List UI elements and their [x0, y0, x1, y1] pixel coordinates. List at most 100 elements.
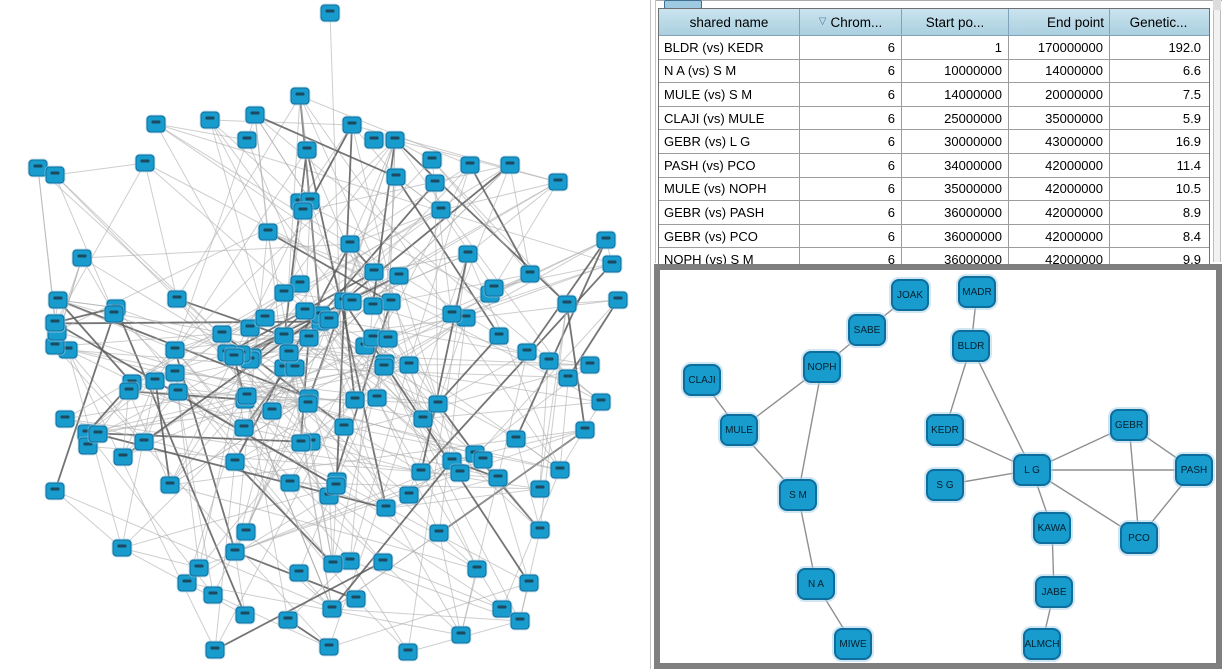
network-node[interactable] — [189, 559, 209, 577]
network-node[interactable] — [293, 202, 313, 220]
network-node[interactable] — [386, 168, 406, 186]
network-node[interactable] — [558, 369, 578, 387]
network-node[interactable] — [274, 284, 294, 302]
network-node-sabe[interactable]: SABE — [848, 314, 886, 346]
network-node[interactable] — [255, 309, 275, 327]
subnetwork-canvas[interactable]: JOAK MADR SABE BLDR NOPH CLAJI MULE KEDR GEBR L G… — [654, 264, 1222, 669]
network-node[interactable] — [237, 131, 257, 149]
network-node[interactable] — [429, 524, 449, 542]
network-node[interactable] — [119, 382, 139, 400]
network-node[interactable] — [340, 552, 360, 570]
network-node-kawa[interactable]: KAWA — [1033, 512, 1071, 544]
network-node[interactable] — [299, 329, 319, 346]
network-node[interactable] — [320, 4, 340, 22]
network-node[interactable] — [364, 131, 384, 149]
network-node[interactable] — [385, 131, 405, 149]
network-node[interactable] — [237, 387, 257, 405]
network-node[interactable] — [458, 245, 478, 263]
network-node[interactable] — [346, 590, 366, 608]
network-node[interactable] — [297, 141, 317, 159]
column-header-4[interactable]: Genetic... — [1109, 9, 1207, 35]
network-node[interactable] — [274, 327, 294, 345]
table-row[interactable]: N A (vs) S M 6 10000000 14000000 6.6 — [659, 58, 1209, 83]
network-node[interactable] — [399, 486, 418, 504]
network-node[interactable] — [530, 480, 550, 498]
column-header-3[interactable]: End point — [1008, 9, 1109, 35]
network-node[interactable] — [510, 612, 530, 630]
network-node[interactable] — [225, 453, 245, 471]
network-node-madr[interactable]: MADR — [958, 276, 996, 308]
network-node[interactable] — [422, 151, 442, 169]
table-row[interactable]: GEBR (vs) PCO 6 36000000 42000000 8.4 — [659, 223, 1209, 248]
network-node[interactable] — [450, 464, 470, 482]
table-row[interactable]: MULE (vs) NOPH 6 35000000 42000000 10.5 — [659, 176, 1209, 201]
network-node[interactable] — [520, 265, 540, 283]
network-node[interactable] — [134, 433, 154, 451]
column-header-0[interactable]: shared name — [659, 9, 799, 35]
network-node[interactable] — [373, 553, 393, 571]
network-node[interactable] — [55, 410, 75, 428]
table-row[interactable]: GEBR (vs) PASH 6 36000000 42000000 8.9 — [659, 200, 1209, 224]
network-node[interactable] — [45, 166, 65, 184]
network-node[interactable] — [378, 330, 398, 348]
network-node[interactable] — [104, 305, 124, 323]
network-node[interactable] — [399, 356, 419, 374]
network-node[interactable] — [431, 201, 451, 219]
network-node[interactable] — [550, 461, 570, 479]
network-node[interactable] — [342, 293, 362, 311]
network-node[interactable] — [145, 372, 165, 390]
network-node[interactable] — [165, 364, 185, 382]
network-node[interactable] — [492, 600, 512, 618]
network-node[interactable] — [389, 267, 409, 285]
network-node[interactable] — [48, 291, 68, 309]
network-node[interactable] — [323, 555, 343, 573]
network-node[interactable] — [451, 626, 471, 644]
network-node[interactable] — [500, 156, 520, 174]
network-node[interactable] — [428, 395, 448, 413]
network-node[interactable] — [342, 116, 362, 134]
network-node[interactable] — [363, 297, 383, 315]
network-node[interactable] — [262, 402, 282, 420]
network-node[interactable] — [135, 154, 155, 172]
network-node[interactable] — [596, 231, 616, 249]
table-row[interactable]: GEBR (vs) L G 6 30000000 43000000 16.9 — [659, 129, 1209, 153]
table-row[interactable]: MULE (vs) S M 6 14000000 20000000 7.5 — [659, 82, 1209, 106]
network-node-claji[interactable]: CLAJI — [683, 364, 721, 396]
network-node[interactable] — [258, 223, 278, 241]
network-node[interactable] — [591, 393, 611, 411]
network-node[interactable] — [234, 419, 254, 437]
network-node[interactable] — [113, 448, 133, 466]
network-node[interactable] — [165, 341, 185, 358]
network-node[interactable] — [319, 311, 339, 329]
overview-network-canvas[interactable] — [0, 0, 650, 669]
network-node[interactable] — [367, 389, 387, 407]
network-node-joak[interactable]: JOAK — [891, 279, 929, 311]
network-node[interactable] — [517, 343, 537, 361]
network-node-s-g[interactable]: S G — [926, 469, 964, 501]
network-node[interactable] — [319, 638, 339, 656]
network-node[interactable] — [364, 263, 384, 281]
network-node[interactable] — [334, 418, 354, 436]
network-node[interactable] — [548, 173, 568, 191]
network-node[interactable] — [298, 395, 318, 413]
network-node[interactable] — [519, 574, 539, 592]
network-node[interactable] — [45, 314, 65, 332]
network-node-miwe[interactable]: MIWE — [834, 628, 872, 660]
network-node[interactable] — [381, 293, 401, 311]
network-node[interactable] — [374, 358, 394, 376]
network-node[interactable] — [345, 391, 365, 409]
network-node[interactable] — [340, 235, 360, 253]
network-node[interactable] — [168, 383, 188, 401]
network-node-pco[interactable]: PCO — [1120, 522, 1158, 554]
network-node[interactable] — [235, 606, 255, 624]
network-node[interactable] — [289, 564, 309, 582]
network-node-s-m[interactable]: S M — [779, 479, 817, 511]
network-node[interactable] — [278, 611, 298, 629]
network-node-bldr[interactable]: BLDR — [952, 330, 990, 362]
network-node-almch[interactable]: ALMCH — [1023, 628, 1061, 660]
table-scrollbar[interactable] — [1213, 0, 1221, 262]
network-node-pash[interactable]: PASH — [1175, 454, 1213, 486]
network-node[interactable] — [413, 410, 433, 428]
network-node[interactable] — [484, 279, 504, 297]
network-node[interactable] — [411, 463, 431, 481]
